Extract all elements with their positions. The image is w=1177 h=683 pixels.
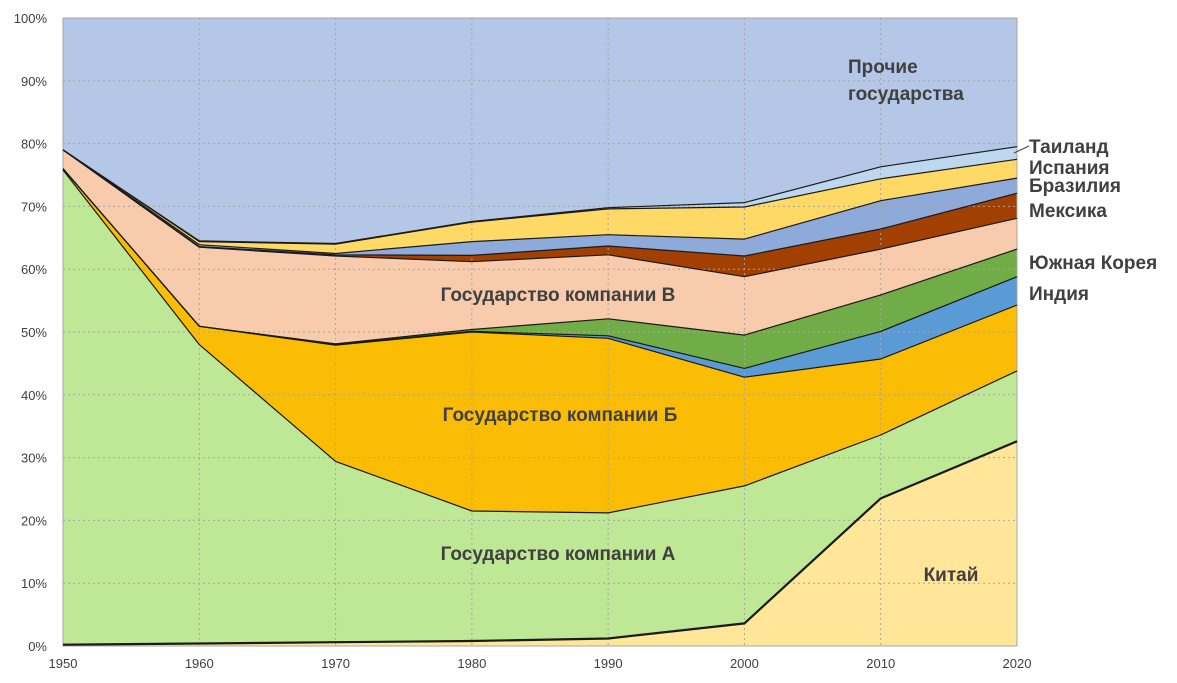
boundary-line-6	[62, 149, 1018, 257]
x-tick-label: 1970	[321, 656, 350, 671]
y-tick-label: 40%	[21, 388, 47, 403]
y-axis-ticks: 0% 10% 20% 30% 40% 50% 60% 70% 80% 90% 100%	[14, 11, 48, 654]
x-tick-label: 1980	[457, 656, 486, 671]
boundary-line-8	[62, 149, 1018, 245]
y-tick-label: 90%	[21, 74, 47, 89]
series-labels: Китай Государство компании А Государство к…	[441, 57, 1158, 586]
boundary-line-9	[62, 146, 1018, 245]
y-tick-label: 20%	[21, 513, 47, 528]
area-4	[63, 168, 1017, 369]
boundary-line-4	[62, 168, 1018, 345]
leader-line-thailand	[1013, 145, 1030, 154]
x-tick-label: 1960	[185, 656, 214, 671]
x-axis-ticks: 1950 1960 1970 1980 1990 2000 2010 2020	[49, 656, 1032, 671]
area-2	[63, 168, 1017, 513]
grid-layer	[62, 17, 1018, 647]
label-leader-lines	[1013, 145, 1030, 154]
y-tick-label: 100%	[14, 11, 48, 26]
series-label-бразилия: Бразилия	[1029, 176, 1121, 197]
area-8	[63, 149, 1017, 254]
series-label-индия: Индия	[1029, 284, 1089, 305]
series-label-other-line-1: государства	[848, 84, 964, 105]
y-tick-label: 30%	[21, 451, 47, 466]
series-label-китай: Китай	[924, 565, 979, 586]
series-label-испания: Испания	[1029, 158, 1110, 179]
x-tick-label: 2000	[730, 656, 759, 671]
boundary-lines-layer	[62, 146, 1018, 646]
series-label-мексика: Мексика	[1029, 201, 1107, 222]
y-tick-label: 60%	[21, 262, 47, 277]
area-5	[63, 149, 1017, 344]
area-6	[63, 149, 1017, 277]
series-label-other-line-0: Прочие	[848, 57, 918, 78]
series-label-государство-компании-а: Государство компании А	[441, 544, 676, 565]
boundary-line-1	[62, 169, 1018, 514]
boundary-line-5	[62, 149, 1018, 278]
y-tick-label: 0%	[28, 639, 47, 654]
x-tick-label: 1990	[594, 656, 623, 671]
boundary-line-base	[62, 440, 1018, 646]
x-tick-label: 2010	[866, 656, 895, 671]
series-label-таиланд: Таиланд	[1029, 137, 1109, 158]
y-tick-label: 70%	[21, 199, 47, 214]
boundary-line-7	[62, 149, 1018, 255]
y-tick-label: 80%	[21, 137, 47, 152]
area-layer	[63, 18, 1017, 646]
y-tick-label: 50%	[21, 325, 47, 340]
y-tick-label: 10%	[21, 576, 47, 591]
x-tick-label: 1950	[49, 656, 78, 671]
series-label-южная-корея: Южная Корея	[1029, 253, 1157, 274]
plot-frame	[62, 17, 1018, 647]
area-0	[63, 441, 1017, 646]
area-10	[63, 18, 1017, 244]
area-1	[63, 170, 1017, 645]
series-label-государство-компании-б: Государство компании Б	[443, 405, 678, 426]
x-tick-label: 2020	[1003, 656, 1032, 671]
series-label-государство-компании-в: Государство компании В	[441, 285, 676, 306]
